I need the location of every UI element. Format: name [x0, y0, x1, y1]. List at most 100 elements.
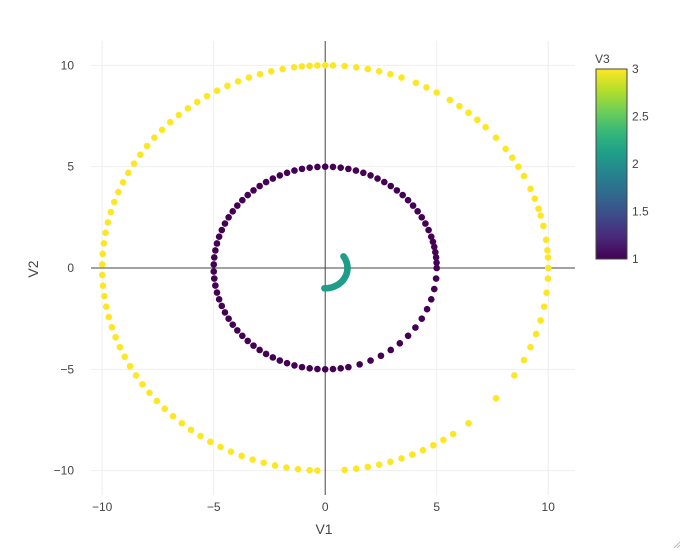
colorbar-gradient	[595, 68, 628, 260]
y-axis-title: V2	[25, 260, 41, 277]
data-point	[212, 247, 219, 254]
data-point	[352, 63, 360, 71]
data-point	[126, 362, 134, 370]
data-point	[249, 456, 256, 463]
data-point	[143, 142, 151, 150]
data-point	[430, 441, 437, 449]
data-point	[203, 92, 211, 100]
x-axis-ticks: −10 −5 0 5 10	[92, 500, 555, 514]
data-point	[221, 220, 229, 227]
data-point	[213, 87, 221, 95]
data-point	[224, 82, 231, 90]
data-point	[234, 202, 241, 209]
data-point	[474, 116, 481, 124]
data-point	[449, 430, 457, 438]
data-point	[364, 463, 372, 471]
data-point	[104, 219, 112, 226]
data-point	[102, 303, 110, 310]
data-point	[398, 455, 405, 462]
data-point	[364, 65, 372, 73]
data-point	[306, 164, 313, 171]
data-point	[105, 313, 113, 321]
data-point	[269, 354, 277, 361]
data-point	[404, 196, 412, 204]
data-point	[544, 264, 552, 272]
y-axis-ticks: −10 −5 0 5 10	[54, 58, 75, 477]
data-point	[218, 302, 226, 310]
data-point	[306, 466, 313, 474]
data-point	[153, 397, 161, 405]
data-point	[276, 172, 284, 179]
data-point	[239, 196, 246, 204]
data-point	[387, 346, 395, 354]
data-point	[456, 102, 463, 110]
data-point	[535, 205, 542, 213]
data-point	[419, 446, 427, 454]
data-point	[161, 405, 169, 413]
data-point	[329, 365, 337, 373]
data-point	[225, 214, 232, 221]
data-point	[158, 126, 166, 134]
data-point	[393, 187, 401, 194]
data-point	[213, 240, 221, 247]
data-point	[279, 65, 286, 73]
data-points	[98, 62, 552, 474]
data-point	[532, 330, 540, 338]
data-point	[321, 62, 329, 69]
data-point	[387, 182, 395, 190]
data-point	[276, 357, 284, 364]
data-point	[290, 63, 298, 71]
data-point	[427, 296, 435, 303]
y-tick-label: 10	[61, 58, 75, 72]
colorbar-tick-label: 2.5	[632, 110, 649, 124]
data-point	[187, 426, 195, 434]
data-point	[193, 98, 201, 106]
colorbar-ticks: 1 1.5 2 2.5 3	[632, 62, 649, 266]
data-point	[210, 254, 218, 261]
data-point	[341, 466, 348, 474]
data-point	[423, 84, 430, 91]
data-point	[465, 419, 472, 427]
data-point	[329, 163, 337, 171]
data-point	[482, 123, 489, 131]
data-point	[367, 172, 374, 179]
data-point	[341, 62, 348, 70]
data-point	[291, 362, 298, 369]
y-tick-label: 5	[67, 160, 74, 174]
data-point	[537, 317, 544, 324]
data-point	[544, 275, 552, 282]
data-point	[107, 208, 115, 216]
data-point	[283, 359, 291, 367]
data-point	[540, 222, 547, 230]
colorbar-tick-label: 1.5	[632, 205, 649, 219]
data-point	[101, 292, 108, 300]
data-point	[221, 309, 229, 316]
data-point	[197, 432, 204, 440]
data-point	[314, 365, 321, 373]
data-point	[215, 233, 223, 240]
data-point	[99, 250, 106, 258]
data-point	[433, 264, 441, 272]
data-point	[298, 363, 306, 371]
data-point	[537, 212, 544, 219]
data-point	[99, 282, 107, 289]
data-point	[169, 412, 177, 420]
data-point	[184, 104, 192, 112]
resize-grip-icon[interactable]	[673, 541, 681, 549]
data-point	[98, 271, 106, 279]
data-point	[178, 419, 186, 427]
data-point	[465, 109, 472, 117]
data-point	[430, 243, 438, 251]
data-point	[433, 259, 440, 266]
data-point	[314, 163, 321, 171]
data-point	[515, 163, 522, 170]
data-point	[210, 275, 218, 282]
data-point	[374, 175, 381, 182]
data-point	[492, 394, 500, 402]
data-point	[146, 389, 153, 397]
data-point	[418, 214, 426, 221]
data-point	[520, 172, 528, 180]
data-point	[520, 356, 528, 364]
colorbar-tick-label: 2	[632, 157, 639, 171]
y-tick-label: 0	[67, 261, 74, 275]
